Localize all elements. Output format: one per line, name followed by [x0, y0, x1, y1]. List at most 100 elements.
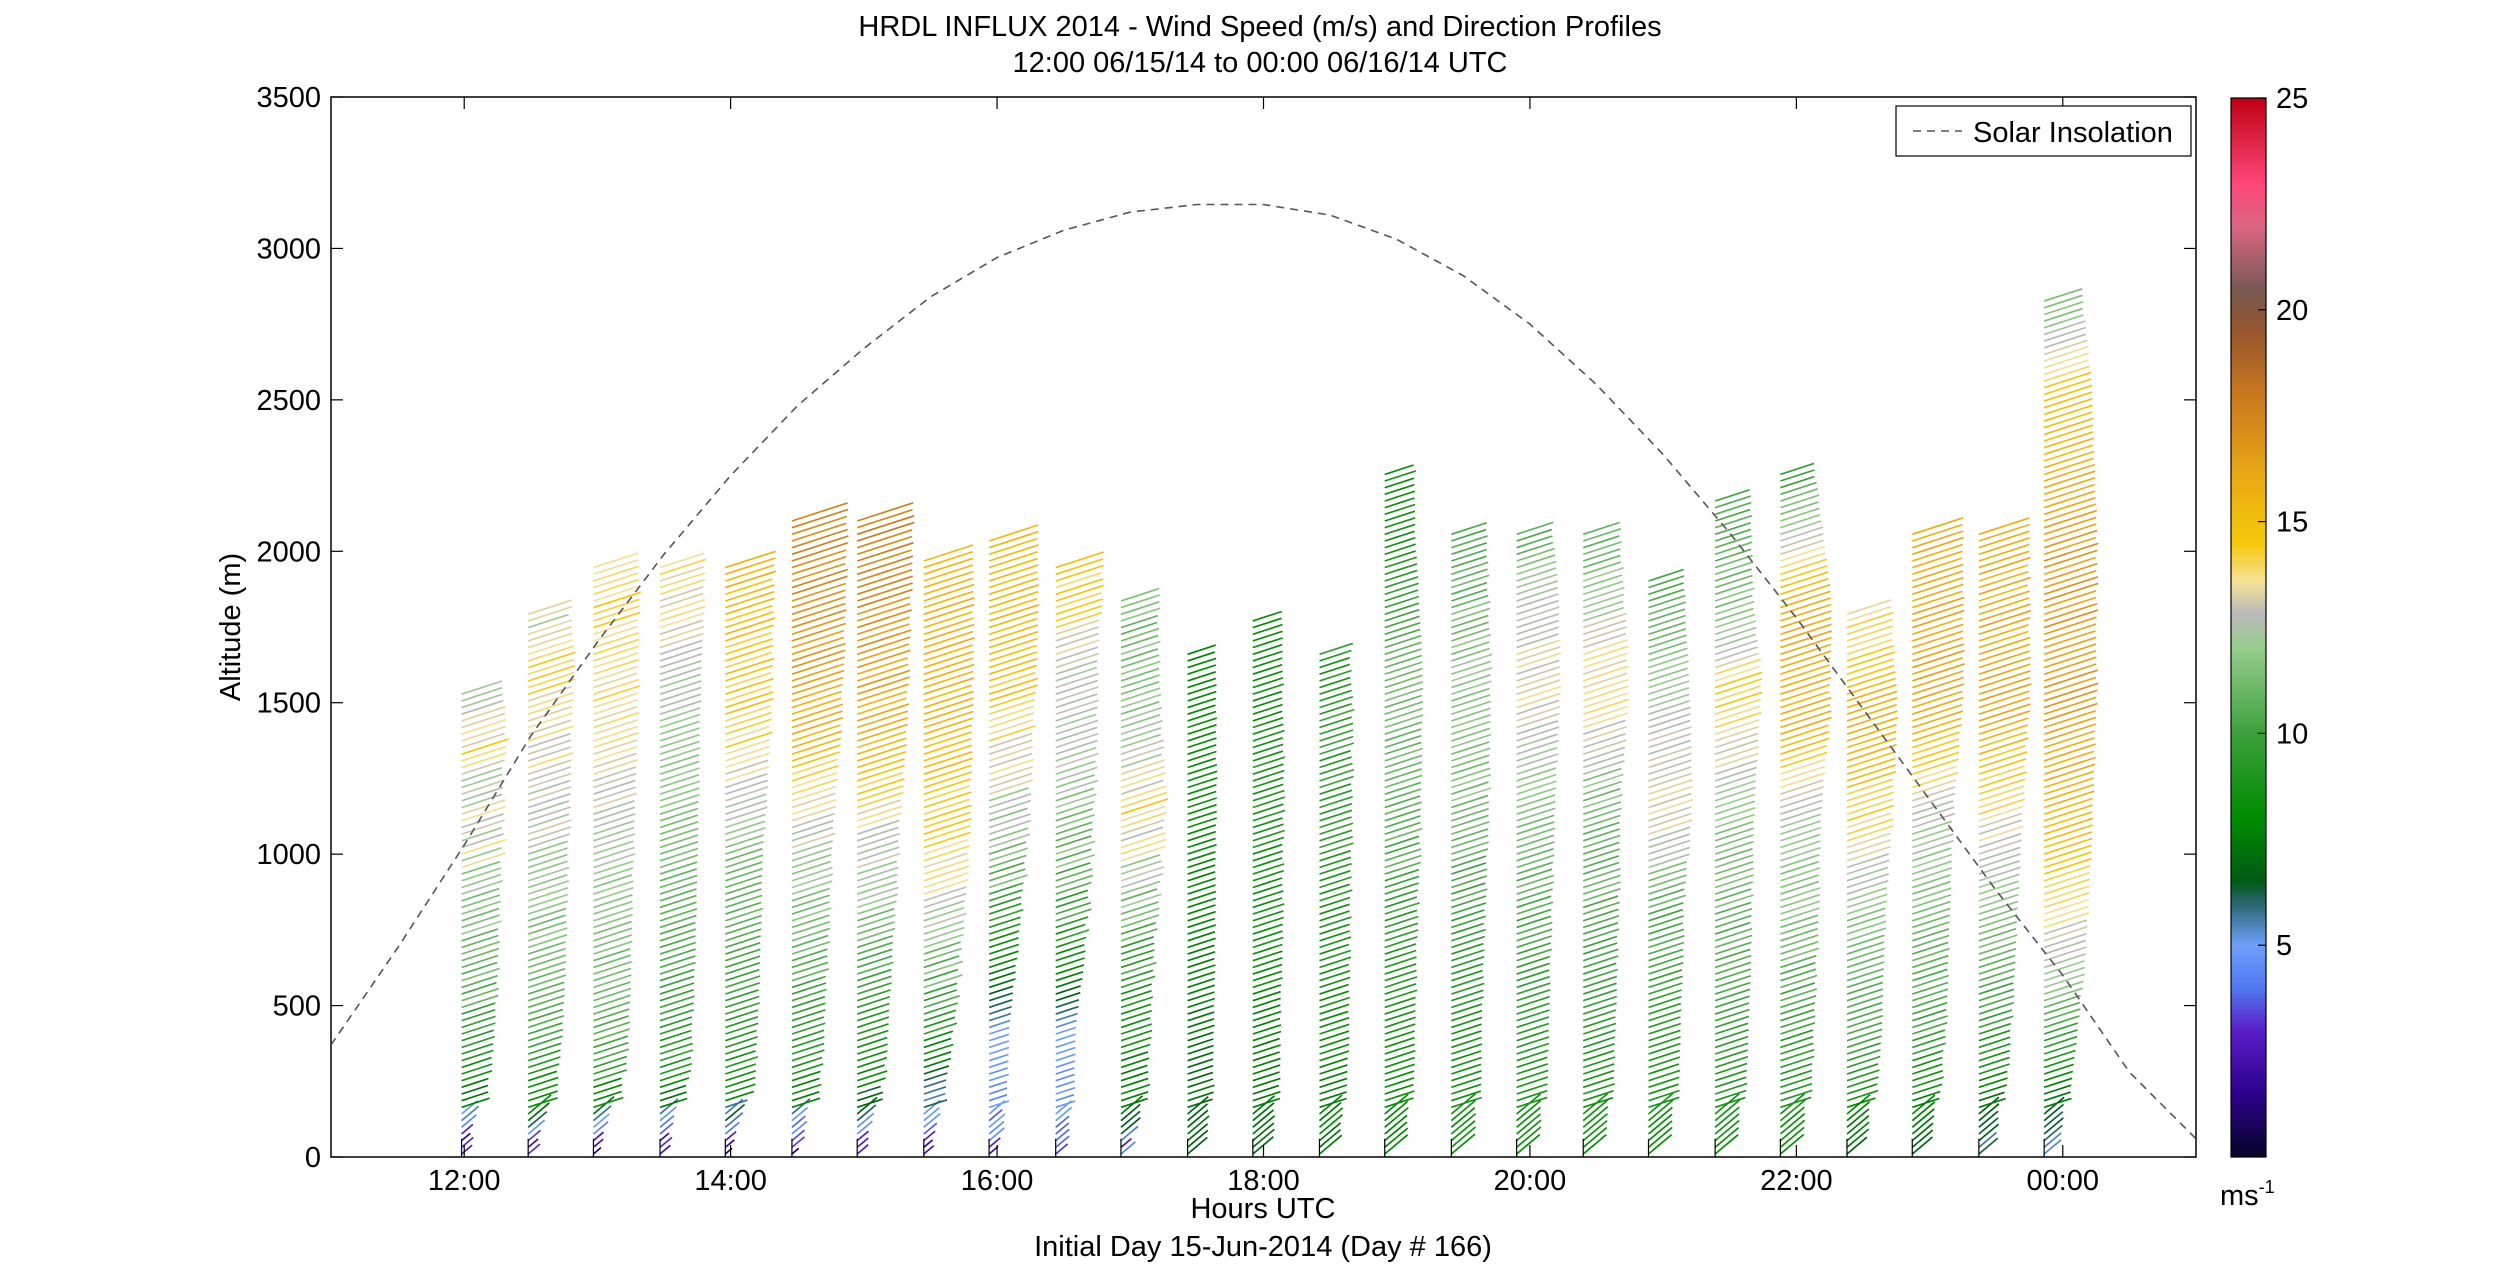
wind-barb — [923, 865, 970, 882]
wind-barb — [1714, 780, 1756, 796]
wind-barb — [791, 609, 847, 629]
wind-barb — [1384, 861, 1421, 875]
wind-barb — [1714, 691, 1763, 709]
wind-barb — [1516, 593, 1559, 609]
wind-barb — [1912, 1015, 1948, 1029]
wind-barb — [923, 644, 973, 662]
wind-barb — [856, 832, 900, 849]
wind-barb — [527, 732, 571, 749]
wind-barb — [527, 1028, 564, 1042]
wind-barb — [1978, 846, 2021, 862]
wind-barb — [461, 954, 499, 969]
wind-barb — [2043, 932, 2087, 949]
wind-barb — [1846, 927, 1887, 942]
wind-barb — [1451, 627, 1490, 642]
wind-barb — [659, 854, 699, 869]
wind-barb — [725, 907, 764, 922]
wind-barb — [1978, 643, 2031, 662]
wind-barb — [1319, 756, 1352, 769]
wind-barb — [1582, 659, 1627, 676]
wind-barb — [527, 853, 568, 869]
wind-barb — [1648, 881, 1686, 895]
wind-barb — [1582, 855, 1620, 869]
wind-barb — [1516, 586, 1558, 602]
wind-barb — [1912, 1008, 1947, 1022]
wind-barb — [724, 1121, 740, 1135]
wind-barb — [461, 867, 502, 882]
wind-barb — [1384, 536, 1416, 549]
wind-barb — [1912, 792, 1956, 809]
wind-barb — [593, 994, 631, 1009]
wind-barb — [2043, 770, 2095, 789]
wind-barb — [1714, 514, 1753, 529]
wind-barb — [923, 838, 969, 855]
wind-barb — [1846, 644, 1895, 662]
wind-barb — [1120, 901, 1159, 915]
wind-barb — [791, 697, 842, 716]
wind-barb — [1055, 591, 1102, 609]
wind-barb — [1714, 633, 1756, 649]
wind-barb — [791, 995, 826, 1009]
wind-barb — [1912, 887, 1952, 902]
wind-barb — [527, 605, 573, 622]
wind-barb — [1714, 725, 1760, 742]
wind-barb — [593, 725, 639, 742]
wind-barb — [923, 906, 965, 922]
wind-barb — [659, 1097, 688, 1109]
wind-barb — [593, 940, 633, 955]
wind-barb — [725, 664, 773, 682]
wind-barb — [856, 629, 912, 649]
wind-barb — [1714, 921, 1751, 935]
wind-barb — [1451, 574, 1490, 589]
wind-barb — [659, 1022, 693, 1035]
wind-barb — [659, 1056, 692, 1069]
wind-barb — [1648, 961, 1684, 975]
wind-barb — [791, 961, 829, 975]
wind-barb — [1582, 561, 1622, 576]
wind-barb — [923, 710, 974, 729]
wind-barb — [923, 1079, 947, 1089]
wind-barb — [659, 605, 706, 622]
wind-barb — [1714, 881, 1753, 895]
wind-barb — [461, 766, 503, 782]
wind-barb — [1384, 815, 1421, 829]
wind-barb — [1846, 920, 1887, 935]
wind-barb — [1912, 557, 1963, 576]
wind-barb — [791, 1098, 811, 1115]
wind-barb — [593, 719, 638, 736]
wind-barb — [1582, 719, 1626, 736]
wind-barb — [1055, 746, 1097, 762]
wind-barb — [1319, 1010, 1349, 1022]
wind-barb — [1187, 810, 1217, 822]
wind-barb — [1780, 1008, 1815, 1022]
wind-barb — [923, 1016, 956, 1029]
wind-barb — [1384, 1030, 1415, 1042]
wind-barb — [1319, 749, 1351, 762]
wind-barb — [923, 1050, 952, 1062]
wind-barb — [2043, 339, 2088, 356]
wind-barb — [461, 1042, 494, 1055]
wind-barb — [856, 852, 901, 869]
wind-barb — [988, 1060, 1009, 1069]
wind-barb — [1120, 935, 1154, 949]
solar-insolation-curve — [331, 203, 2196, 1140]
wind-barb — [725, 820, 766, 836]
wind-barb — [1714, 1106, 1740, 1128]
wind-barb — [461, 981, 497, 995]
wind-barb — [725, 968, 760, 982]
wind-barb — [2043, 483, 2096, 502]
wind-barb — [725, 611, 774, 629]
wind-barb — [1187, 877, 1216, 889]
wind-barb — [1978, 785, 2025, 802]
wind-barb — [1384, 602, 1420, 616]
wind-barb — [923, 610, 973, 629]
wind-barb — [659, 1084, 687, 1095]
wind-barb — [461, 813, 504, 829]
wind-barb — [1912, 670, 1964, 689]
wind-barb — [923, 900, 965, 915]
wind-barb — [527, 1001, 565, 1015]
wind-barb — [1582, 828, 1621, 842]
wind-barb — [1187, 1004, 1215, 1015]
wind-barb — [791, 737, 842, 756]
wind-barb — [1120, 1137, 1132, 1148]
